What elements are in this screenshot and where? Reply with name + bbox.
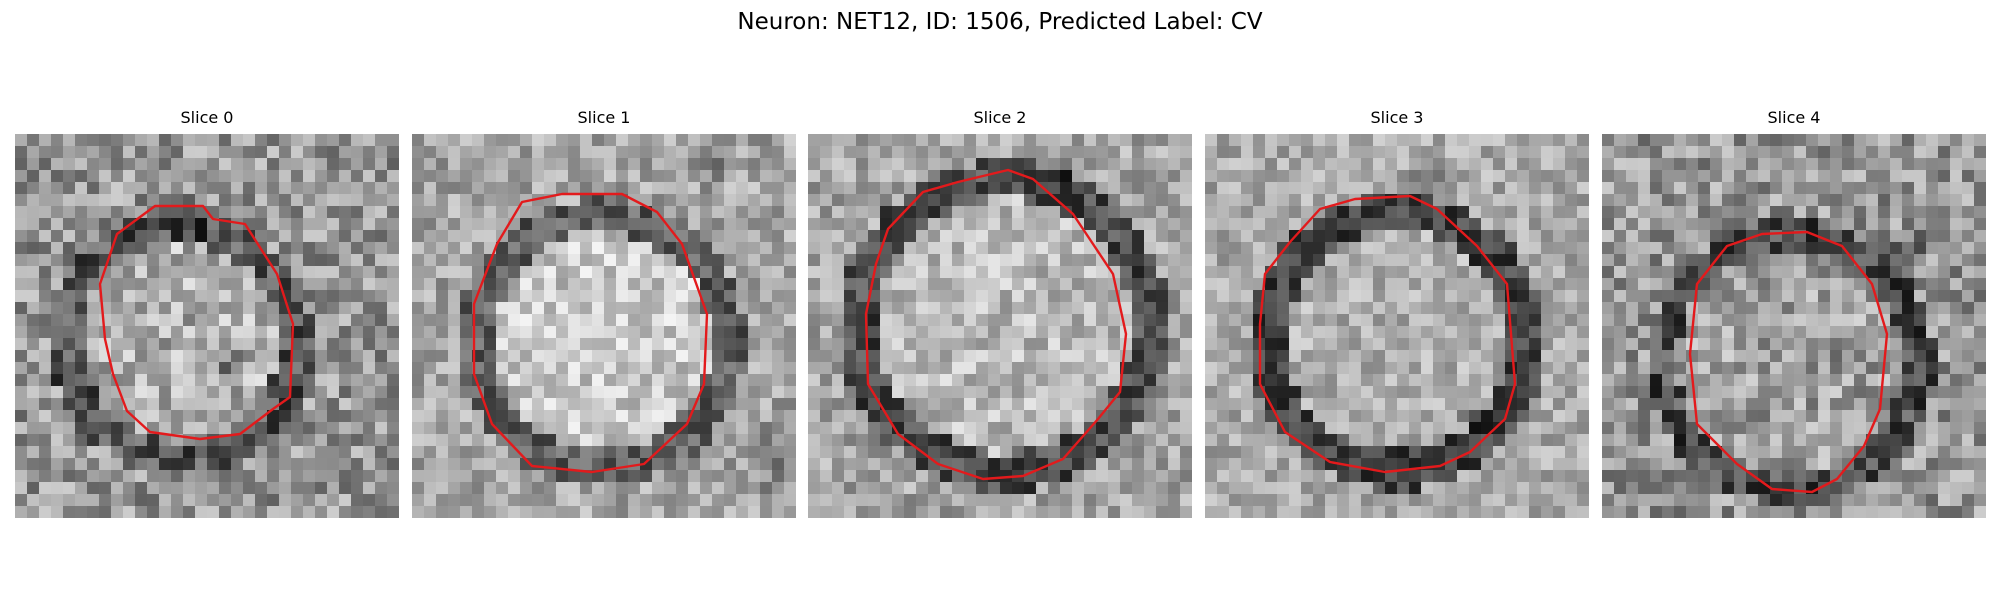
slice-title-2: Slice 2 [973, 108, 1027, 127]
slice-image-3 [1205, 134, 1589, 518]
slice-pixels-0 [15, 134, 399, 518]
slice-contour-1 [472, 192, 709, 474]
slice-contour-4 [1688, 230, 1889, 494]
slice-title-0: Slice 0 [180, 108, 234, 127]
slice-image-4 [1602, 134, 1986, 518]
slice-pixels-2 [808, 134, 1192, 518]
slice-pixels-4 [1602, 134, 1986, 518]
slice-title-3: Slice 3 [1370, 108, 1424, 127]
slice-contour-3 [1258, 194, 1517, 474]
slice-pixels-1 [412, 134, 796, 518]
slice-contour-2 [864, 168, 1128, 481]
slice-image-2 [808, 134, 1192, 518]
figure-title: Neuron: NET12, ID: 1506, Predicted Label… [737, 9, 1263, 35]
slice-image-1 [412, 134, 796, 518]
slice-title-1: Slice 1 [577, 108, 631, 127]
slice-pixels-3 [1205, 134, 1589, 518]
slice-contour-0 [98, 204, 295, 441]
slice-image-0 [15, 134, 399, 518]
slice-title-4: Slice 4 [1767, 108, 1821, 127]
